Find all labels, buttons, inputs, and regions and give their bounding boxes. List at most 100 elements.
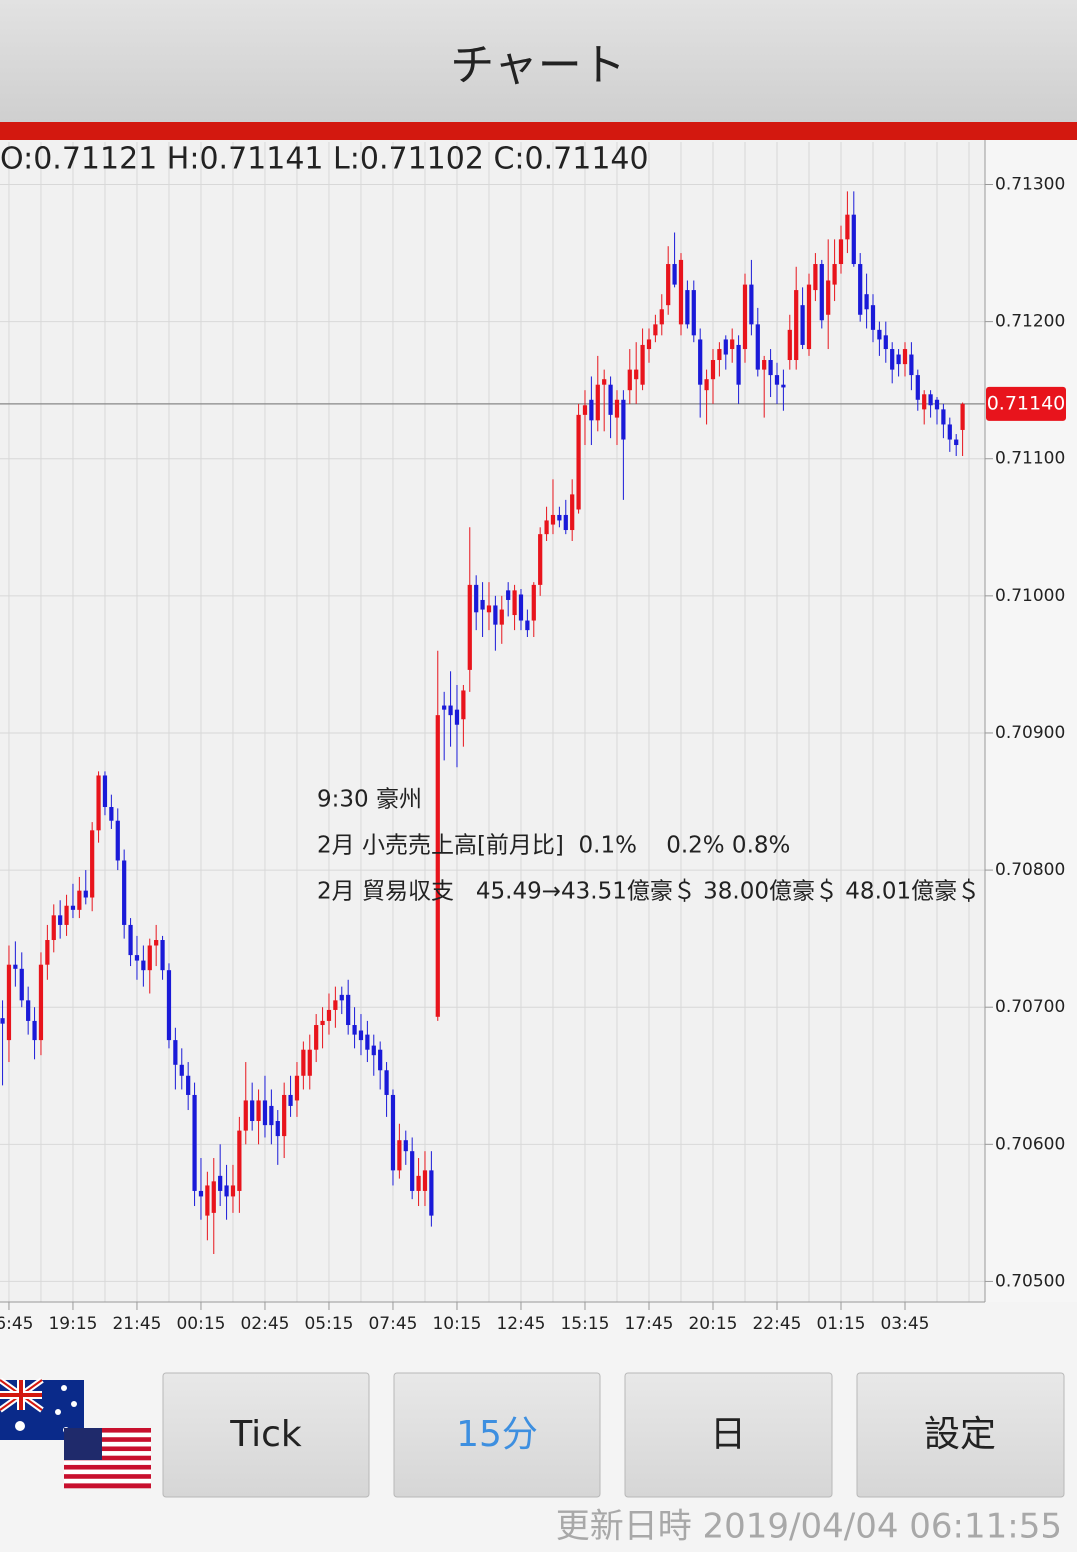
candle-body <box>307 1049 312 1076</box>
candle-body <box>506 590 511 600</box>
x-tick-label: 17:45 <box>624 1314 673 1334</box>
candle-body <box>51 915 56 941</box>
candle-body <box>538 534 543 585</box>
candle-body <box>326 1009 332 1021</box>
x-tick-label: 01:15 <box>816 1314 865 1334</box>
candle-body <box>890 349 895 370</box>
candle-body <box>742 284 748 350</box>
button[interactable]: 15分 <box>393 1372 601 1498</box>
y-tick-label: 0.70600 <box>995 1134 1065 1154</box>
candle-body <box>448 705 453 716</box>
event-annotation: 2月 小売売上高[前月比] 0.1% 0.2% 0.8% <box>317 833 790 859</box>
candle-body <box>749 284 754 325</box>
candle-body <box>883 335 888 350</box>
candle-body <box>787 329 792 361</box>
candle-body <box>90 830 95 898</box>
candle-body <box>179 1064 184 1076</box>
candle-body <box>294 1075 300 1101</box>
candle-body <box>454 709 460 725</box>
candle-body <box>755 324 760 370</box>
candle-body <box>154 940 159 946</box>
candle-body <box>192 1094 197 1191</box>
candle-body <box>0 1018 5 1024</box>
candle-body <box>211 1181 216 1213</box>
x-tick-label: 19:15 <box>48 1314 97 1334</box>
candle-body <box>896 354 901 365</box>
candle-body <box>794 290 799 361</box>
header-bar <box>0 0 1077 122</box>
update-time: 更新日時 2019/04/04 06:11:55 <box>556 1507 1062 1547</box>
candle-body <box>832 264 837 285</box>
ohlc-readout: O:0.71121 H:0.71141 L:0.71102 C:0.71140 <box>0 142 649 177</box>
candle-body <box>518 594 524 621</box>
candle-body <box>269 1105 274 1126</box>
candle-body <box>902 349 908 365</box>
candle-body <box>602 379 607 385</box>
candle-body <box>38 964 44 1041</box>
candle-body <box>186 1075 191 1095</box>
candle-body <box>358 1030 364 1041</box>
button-bg <box>393 1372 601 1498</box>
button-label[interactable]: 設定 <box>924 1414 996 1455</box>
candle-body <box>314 1025 319 1050</box>
flag-stripe <box>64 1474 151 1480</box>
flag-stripe <box>64 1464 151 1470</box>
candle-body <box>730 339 735 350</box>
candle-body <box>166 970 172 1041</box>
x-tick-label: 21:45 <box>112 1314 161 1334</box>
candle-body <box>614 399 620 418</box>
button[interactable]: 設定 <box>856 1372 1065 1498</box>
candle-body <box>339 994 344 1001</box>
candle-body <box>96 775 101 831</box>
candle-body <box>678 259 684 325</box>
last-price-tag <box>986 386 1066 421</box>
candle-body <box>32 1020 37 1041</box>
candle-body <box>352 1025 357 1035</box>
button-bg <box>856 1372 1065 1498</box>
candle-body <box>768 360 773 376</box>
button-bg <box>624 1372 833 1498</box>
candle-body <box>282 1094 287 1137</box>
candle-body <box>6 964 12 1041</box>
candle-body <box>877 329 882 340</box>
candle-body <box>582 405 588 415</box>
candle-body <box>870 305 876 330</box>
candle-body <box>422 1170 428 1191</box>
last-price-label: 0.71140 <box>987 392 1066 414</box>
candle-body <box>442 705 447 710</box>
y-tick-label: 0.70900 <box>995 723 1065 743</box>
candle-body <box>621 399 626 440</box>
button-label[interactable]: Tick <box>229 1414 302 1455</box>
candle-body <box>134 955 140 961</box>
button[interactable]: 日 <box>624 1372 833 1498</box>
plot-area <box>0 140 985 1302</box>
candle-body <box>256 1100 261 1122</box>
candle-body <box>806 284 812 350</box>
flag-stripe <box>64 1437 151 1443</box>
y-tick-label: 0.71000 <box>995 586 1065 606</box>
y-tick-label: 0.70800 <box>995 860 1065 880</box>
candle-body <box>762 360 767 370</box>
candle-body <box>45 940 50 965</box>
candle-body <box>659 309 664 325</box>
candle-body <box>934 399 940 410</box>
candle-body <box>627 369 632 391</box>
candle-body <box>390 1094 396 1171</box>
candle-body <box>525 620 530 631</box>
button[interactable]: Tick <box>162 1372 370 1498</box>
candle-body <box>218 1175 223 1191</box>
candle-body <box>698 339 703 385</box>
flag-stripe <box>64 1428 151 1433</box>
candle-body <box>237 1130 242 1191</box>
button-label[interactable]: 日 <box>710 1414 746 1455</box>
candle-body <box>429 1170 434 1216</box>
candle-body <box>819 264 824 321</box>
candle-body <box>864 294 869 310</box>
button-label[interactable]: 15分 <box>456 1414 538 1455</box>
candle-body <box>723 339 728 355</box>
candle-body <box>198 1190 204 1197</box>
y-tick-label: 0.70500 <box>995 1271 1065 1291</box>
x-tick-label: 22:45 <box>752 1314 801 1334</box>
candle-body <box>474 584 479 613</box>
